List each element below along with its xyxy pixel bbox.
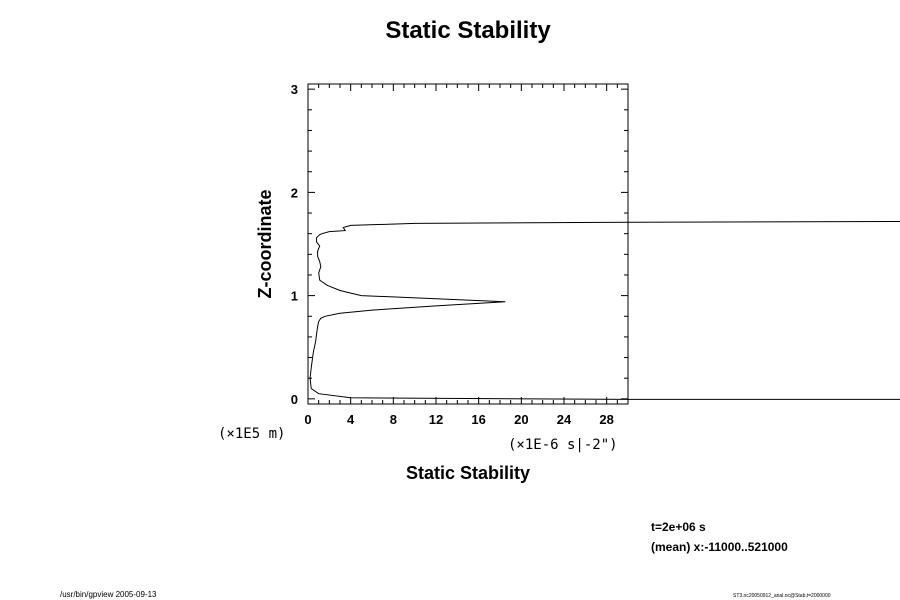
y-axis-unit: (×1E5 m) xyxy=(218,426,285,442)
x-tick-label: 20 xyxy=(514,412,528,427)
y-tick-label: 1 xyxy=(291,289,298,304)
time-info: t=2e+06 s xyxy=(651,520,706,534)
plot-frame xyxy=(307,83,629,405)
x-tick-label: 0 xyxy=(304,412,311,427)
footer-right: ST3.nc20050912_anal.nc@Stab,t=2000000 xyxy=(733,593,831,599)
mean-range-info: (mean) x:-11000..521000 xyxy=(651,540,788,554)
y-tick-label: 3 xyxy=(291,82,298,97)
x-axis-unit: (×1E-6 s|-2") xyxy=(508,437,618,453)
x-tick-label: 12 xyxy=(429,412,443,427)
chart-title: Static Stability xyxy=(385,17,551,44)
footer-left: /usr/bin/gpview 2005-09-13 xyxy=(60,590,157,599)
x-tick-label: 4 xyxy=(347,412,355,427)
x-tick-label: 8 xyxy=(390,412,397,427)
axis-ticks xyxy=(307,84,629,404)
x-tick-label: 24 xyxy=(557,412,572,427)
y-tick-label: 2 xyxy=(291,185,298,200)
series-line xyxy=(309,220,900,400)
y-tick-label: 0 xyxy=(291,392,298,407)
x-tick-label: 16 xyxy=(471,412,485,427)
x-axis-label: Static Stability xyxy=(406,463,530,483)
x-tick-label: 28 xyxy=(599,412,613,427)
y-axis-label: Z-coordinate xyxy=(255,189,275,298)
